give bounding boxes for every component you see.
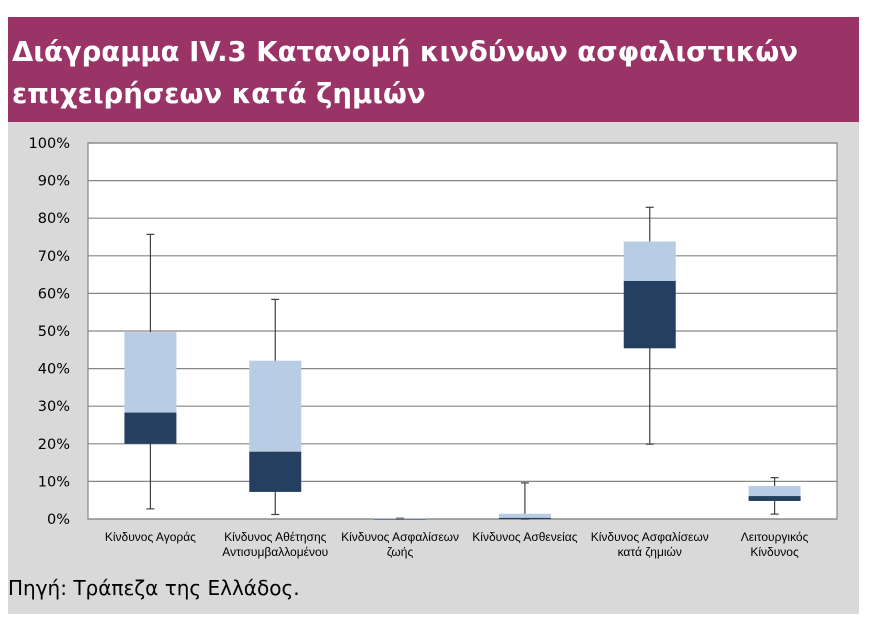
x-tick-label: Κίνδυνος Ασφαλίσεων [591,530,709,544]
box-upper [124,332,177,413]
x-tick-label: Κίνδυνος Ασφαλίσεων [341,530,459,544]
box-plot-chart: 0% 10% 20% 30% 40% 50% 60% 70% 80% 90% 100% Κίνδυνο… [29,136,838,559]
box-lower [498,517,551,519]
x-tick-label: Λειτουργικός [741,530,809,544]
source-note: Πηγή: Τράπεζα της Ελλάδος. [8,576,300,600]
y-tick-label: 50% [38,324,70,340]
box-upper [374,518,427,520]
y-tick-label: 40% [38,362,70,378]
chart-panel: 0% 10% 20% 30% 40% 50% 60% 70% 80% 90% 100% Κίνδυνο… [8,122,859,614]
box-lower [249,451,302,492]
box-lower [748,496,801,501]
y-tick-label: 100% [29,136,70,152]
box-lower [623,280,676,349]
x-tick-label: Κίνδυνος [750,545,799,559]
x-tick-label: ζωής [387,545,414,559]
x-tick-label: Κίνδυνος Αθέτησης [224,530,327,544]
y-tick-label: 70% [38,249,70,265]
box-upper [623,241,676,281]
chart-title-line-1: Διάγραμμα IV.3 Κατανομή κινδύνων ασφαλισ… [12,36,798,68]
y-tick-label: 0% [47,512,70,528]
chart-title-band: Διάγραμμα IV.3 Κατανομή κινδύνων ασφαλισ… [8,17,859,122]
y-tick-label: 10% [38,474,70,490]
box-lower [124,412,177,444]
y-tick-label: 30% [38,399,70,415]
box-upper [498,513,551,518]
y-tick-label: 90% [38,174,70,190]
x-tick-label: Κίνδυνος Αγοράς [105,530,196,544]
box-lower [374,519,427,520]
box-upper [748,485,801,497]
y-tick-label: 60% [38,286,70,302]
x-tick-label: Αντισυμβαλλομένου [222,545,328,559]
plot-border [87,142,838,520]
x-tick-label: κατά ζημιών [618,545,682,559]
y-tick-label: 20% [38,437,70,453]
box-upper [249,360,302,452]
y-tick-label: 80% [38,211,70,227]
chart-title-line-2: επιχειρήσεων κατά ζημιών [12,78,426,110]
x-tick-label: Κίνδυνος Ασθενείας [472,530,577,544]
